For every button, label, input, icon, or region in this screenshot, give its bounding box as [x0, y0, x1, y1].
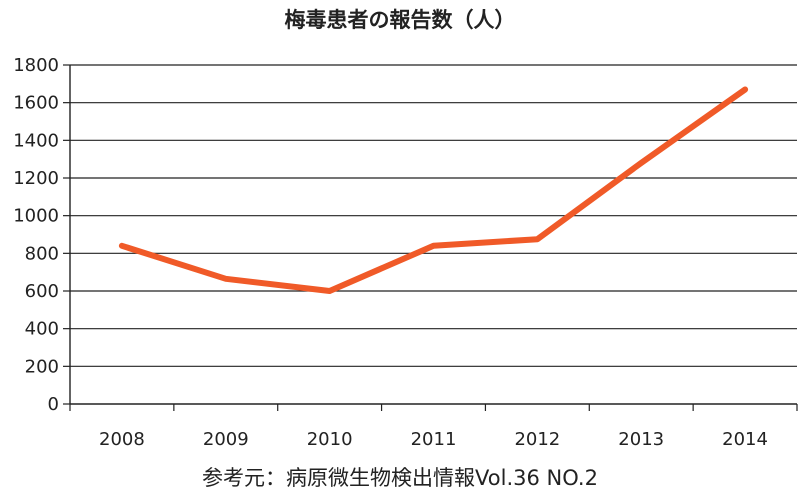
chart-source-note: 参考元：病原微生物検出情報Vol.36 NO.2	[202, 466, 598, 490]
axes	[63, 64, 798, 411]
x-tick-label-2013: 2013	[618, 429, 664, 450]
y-tick-label: 1200	[13, 168, 59, 189]
x-tick-label-2010: 2010	[307, 429, 353, 450]
gridlines	[70, 64, 797, 367]
y-tick-label: 1800	[13, 55, 59, 76]
x-tick-label-2014: 2014	[722, 429, 768, 450]
y-tick-label: 600	[25, 281, 59, 302]
x-tick-labels: 2008 2009 2010 2011 2012 2013 2014	[99, 429, 768, 450]
y-tick-label: 1600	[13, 93, 59, 114]
chart-title: 梅毒患者の報告数（人）	[284, 8, 516, 32]
series-line-0	[118, 86, 749, 294]
y-tick-label: 1000	[13, 206, 59, 227]
y-tick-label: 1400	[13, 130, 59, 151]
x-tick-label-2011: 2011	[411, 429, 457, 450]
x-tick-label-2009: 2009	[203, 429, 249, 450]
y-tick-label: 0	[48, 394, 59, 415]
x-tick-label-2008: 2008	[99, 429, 145, 450]
y-tick-label: 400	[25, 319, 59, 340]
y-tick-labels: 0 200 400 600 800 1000 1200 1400 1600 1800	[13, 55, 59, 415]
y-tick-label: 200	[25, 356, 59, 377]
x-tick-label-2012: 2012	[514, 429, 560, 450]
y-tick-label: 800	[25, 243, 59, 264]
series-group	[118, 86, 749, 294]
